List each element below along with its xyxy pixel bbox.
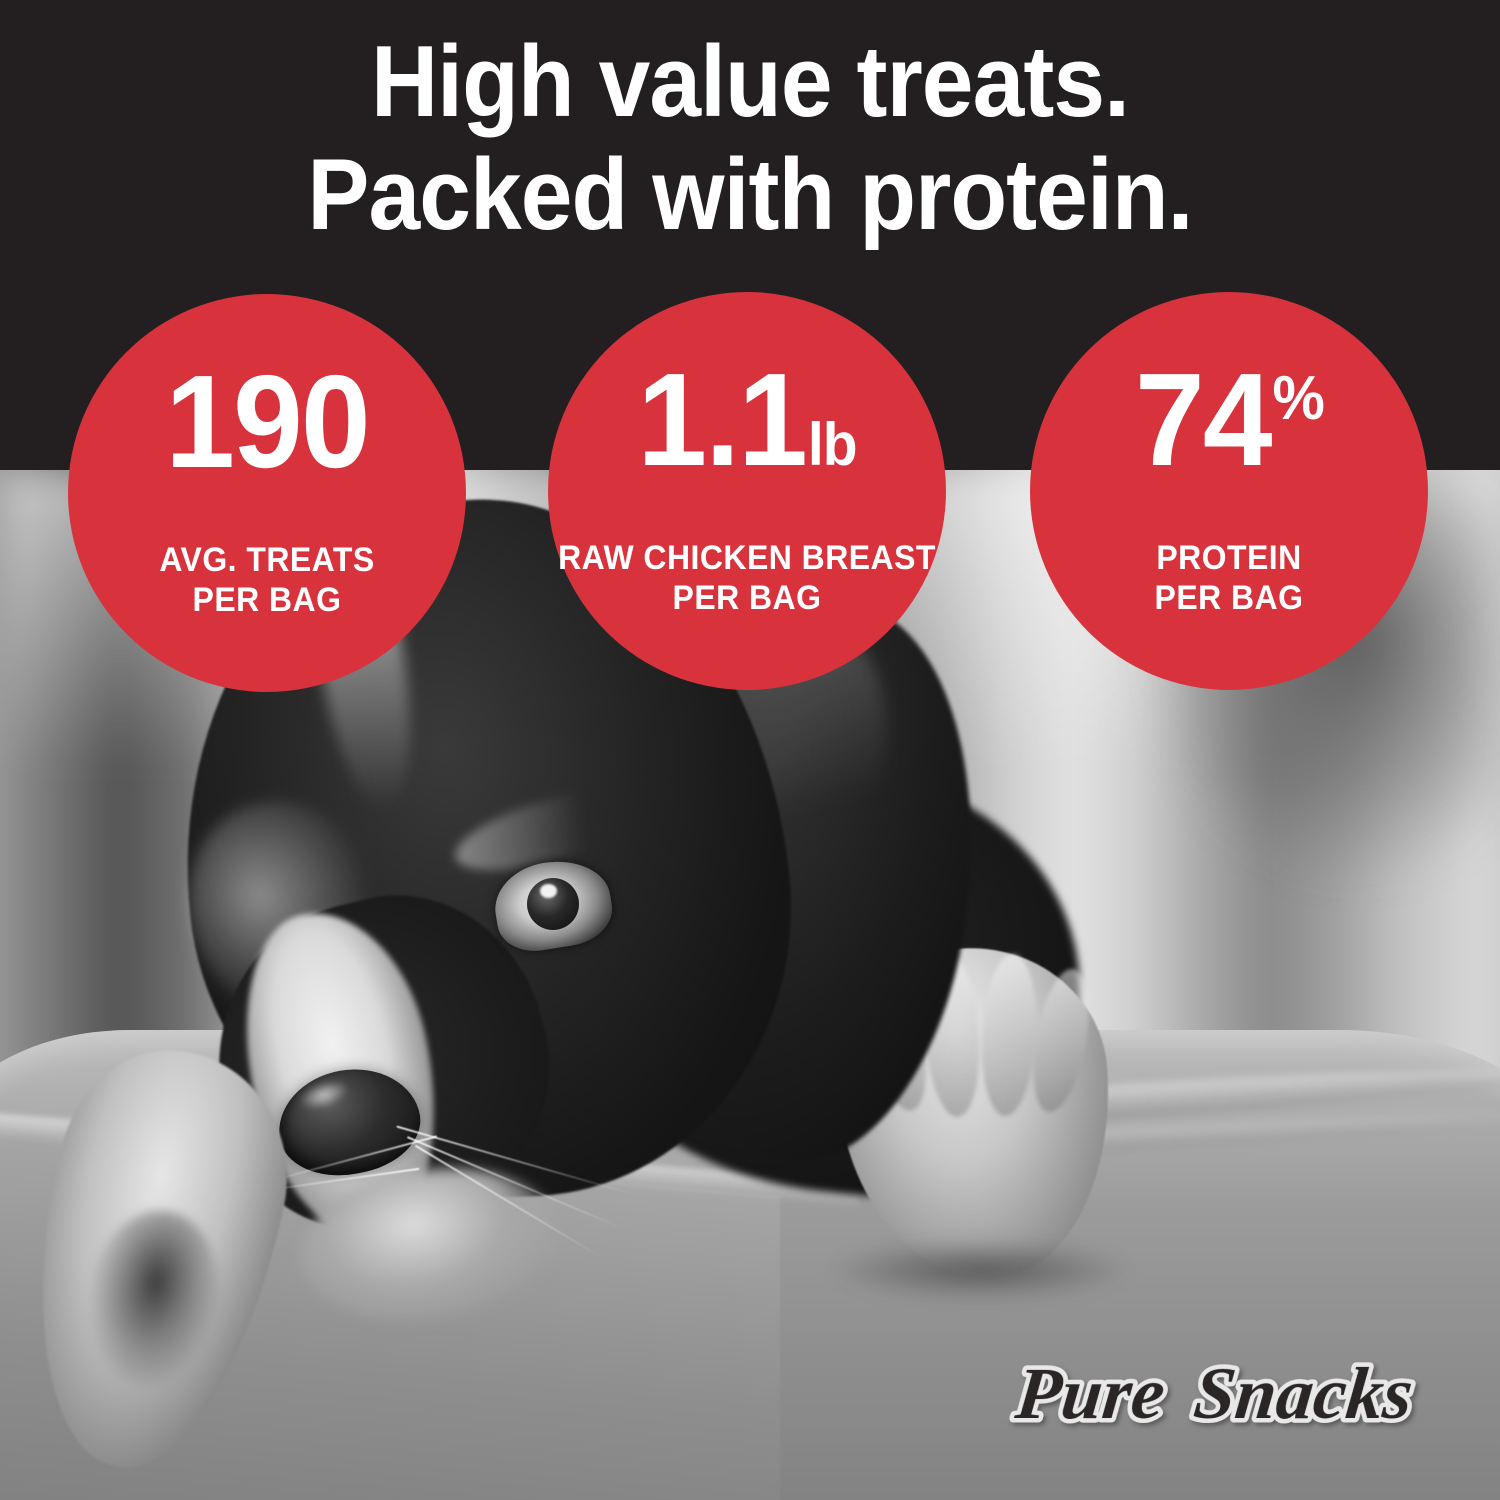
- stat-unit: %: [1272, 364, 1325, 433]
- stat-unit: lb: [807, 411, 858, 478]
- stat-value: 74%: [1040, 354, 1418, 486]
- dog-paw-shadow: [830, 1240, 1130, 1300]
- stat-label: AVG. TREATS PER BAG: [52, 540, 483, 620]
- stat-badge-treats: 190 AVG. TREATS PER BAG: [68, 294, 466, 692]
- logo-artwork: Pure Snacks: [1007, 1349, 1422, 1440]
- stat-badge-protein: 74% PROTEIN PER BAG: [1030, 292, 1428, 690]
- logo-word-pure: Pure: [1011, 1353, 1169, 1435]
- stat-badge-chicken: 1.1lb RAW CHICKEN BREAST PER BAG: [548, 292, 946, 690]
- headline-line-1: High value treats.: [370, 26, 1130, 138]
- stat-label-line-1: PROTEIN: [1156, 539, 1302, 577]
- headline-line-2: Packed with protein.: [307, 139, 1193, 251]
- page-title: High value treats. Packed with protein.: [60, 32, 1440, 246]
- stat-label-line-1: RAW CHICKEN BREAST: [558, 539, 936, 577]
- stat-value: 1.1lb: [558, 354, 936, 486]
- puresnacks-logo: Pure Snacks: [1005, 1332, 1465, 1452]
- stat-label-line-1: AVG. TREATS: [159, 541, 375, 579]
- stat-number: 74: [1134, 346, 1273, 493]
- logo-word-snacks: Snacks: [1190, 1353, 1417, 1435]
- stat-label: PROTEIN PER BAG: [1014, 538, 1445, 618]
- stat-number: 190: [165, 348, 370, 495]
- stat-value: 190: [78, 356, 456, 488]
- stat-label: RAW CHICKEN BREAST PER BAG: [532, 538, 963, 618]
- stat-label-line-2: PER BAG: [192, 581, 342, 620]
- dog-eye-glint: [540, 884, 557, 898]
- stat-number: 1.1: [637, 346, 808, 493]
- stat-label-line-2: PER BAG: [672, 579, 822, 618]
- stat-label-line-2: PER BAG: [1154, 579, 1304, 618]
